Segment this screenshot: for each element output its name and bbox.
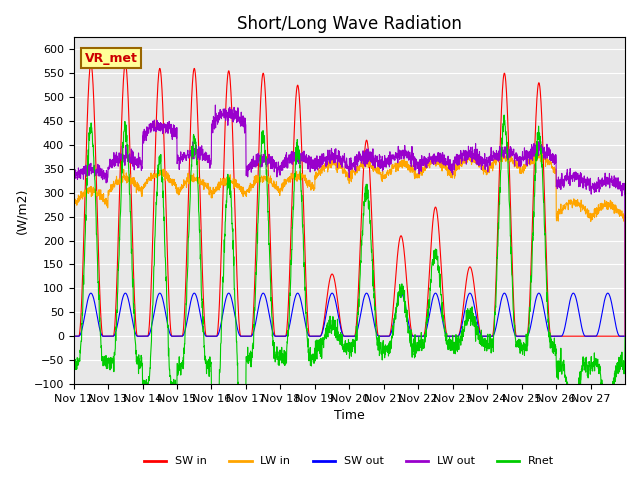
LW out [516, 154, 524, 159]
Rnet [70, 360, 77, 366]
LW in [515, 163, 523, 169]
LW out [125, 158, 132, 164]
LW out [621, 333, 629, 339]
LW out [547, 157, 554, 163]
SW in [70, 333, 77, 339]
Rnet [614, 364, 621, 370]
Line: Rnet: Rnet [74, 115, 625, 421]
SW out [547, 333, 554, 339]
Line: SW out: SW out [74, 293, 625, 336]
LW out [614, 184, 621, 190]
LW in [621, 333, 629, 339]
SW out [515, 333, 523, 339]
Line: LW out: LW out [74, 105, 625, 336]
Rnet [547, 335, 555, 340]
SW out [383, 333, 390, 339]
SW out [621, 333, 629, 339]
LW in [244, 187, 252, 192]
SW in [614, 333, 621, 339]
LW out [70, 175, 77, 180]
SW out [614, 329, 621, 335]
SW out [70, 333, 77, 339]
SW out [604, 290, 612, 296]
Rnet [500, 112, 508, 118]
LW in [614, 208, 621, 214]
SW in [516, 333, 524, 339]
SW in [383, 333, 390, 339]
LW in [383, 172, 390, 178]
SW in [87, 61, 95, 67]
Text: VR_met: VR_met [84, 51, 138, 65]
Rnet [516, 346, 524, 352]
SW in [547, 333, 554, 338]
Line: SW in: SW in [74, 64, 625, 336]
Legend: SW in, LW in, SW out, LW out, Rnet: SW in, LW in, SW out, LW out, Rnet [140, 452, 559, 471]
Rnet [244, 356, 252, 362]
Line: LW in: LW in [74, 150, 625, 336]
SW in [125, 117, 132, 122]
Y-axis label: (W/m2): (W/m2) [15, 188, 28, 234]
LW in [538, 147, 546, 153]
Rnet [621, 335, 629, 340]
Rnet [125, 166, 132, 172]
Rnet [212, 419, 220, 424]
SW out [244, 333, 252, 339]
LW in [547, 158, 554, 164]
SW in [244, 333, 252, 339]
Title: Short/Long Wave Radiation: Short/Long Wave Radiation [237, 15, 462, 33]
LW out [244, 167, 252, 172]
LW in [70, 201, 77, 206]
LW out [212, 102, 220, 108]
LW in [125, 178, 132, 184]
LW out [383, 159, 390, 165]
Rnet [383, 346, 390, 352]
SW in [621, 333, 629, 339]
X-axis label: Time: Time [334, 409, 365, 422]
SW out [125, 298, 132, 304]
